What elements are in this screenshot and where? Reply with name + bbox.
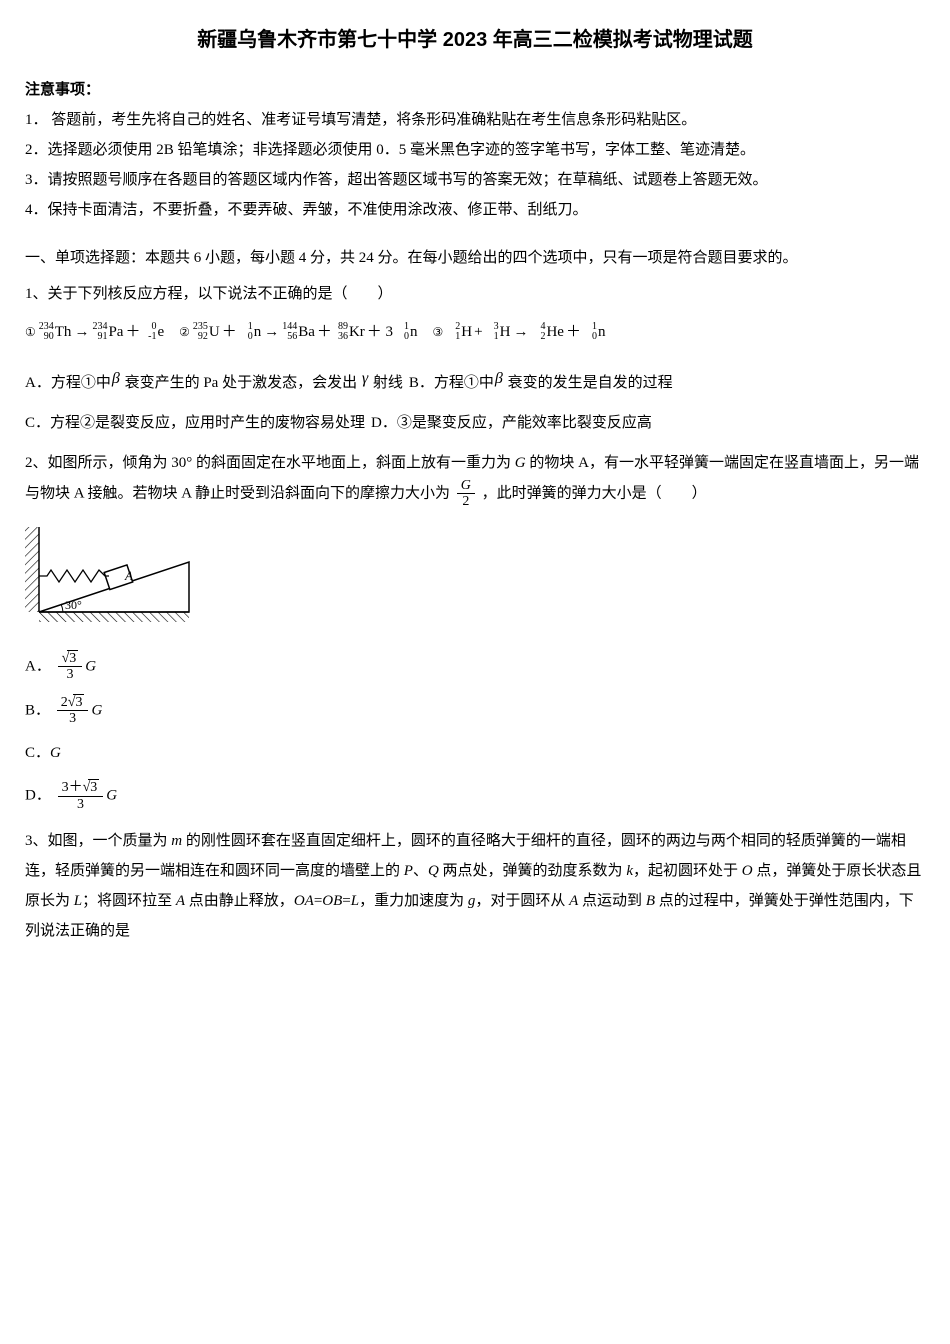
circled-num-icon: ① [25,320,36,344]
spring-icon [39,570,109,582]
q2-optA: A． 3 3 G [25,651,925,683]
q2-stem: 2、如图所示，倾角为 30° 的斜面固定在水平地面上，斜面上放有一重力为 G 的… [25,448,925,510]
notice-block: 注意事项： 1． 答题前，考生先将自己的姓名、准考证号填写清楚，将条形码准确粘贴… [25,75,925,225]
q1-optB: B．方程①中β 衰变的发生是自发的过程 [409,363,673,398]
q1-optC: C．方程②是裂变反应，应用时产生的废物容易处理 [25,408,365,438]
angle-arc [61,604,63,612]
q2-diagram: 30° A [25,522,925,633]
q1-eq1: ① 23490Th → 23491Pa ＋ 0-1e [25,317,164,347]
ground-hatch [39,612,189,622]
notice-item: 1． 答题前，考生先将自己的姓名、准考证号填写清楚，将条形码准确粘贴在考生信息条… [25,105,925,135]
q2-optC: C．G [25,738,925,768]
angle-label: 30° [65,598,82,612]
q1-eq3: ③ 21H + 31H → 42He ＋ 10n [433,317,606,347]
q1-options-row2: C．方程②是裂变反应，应用时产生的废物容易处理 D．③是聚变反应，产能效率比裂变… [25,408,925,438]
q1: 1、关于下列核反应方程，以下说法不正确的是（ ） ① 23490Th → 234… [25,279,925,438]
circled-num-icon: ② [179,320,190,344]
q1-optA: A．方程①中β 衰变产生的 Pa 处于激发态，会发出 γ 射线 [25,363,403,398]
q1-optD: D．③是聚变反应，产能效率比裂变反应高 [371,408,652,438]
q1-eq2: ② 23592U ＋ 10n → 14456Ba ＋ 8936Kr ＋ 3 10… [179,317,417,347]
fraction: G 2 [457,478,475,510]
notice-item: 2．选择题必须使用 2B 铅笔填涂；非选择题必须使用 0．5 毫米黑色字迹的签字… [25,135,925,165]
circled-num-icon: ③ [433,320,444,344]
q1-options-row1: A．方程①中β 衰变产生的 Pa 处于激发态，会发出 γ 射线 B．方程①中β … [25,363,925,398]
wall-hatch [25,527,39,612]
section1-header: 一、单项选择题：本题共 6 小题，每小题 4 分，共 24 分。在每小题给出的四… [25,243,925,273]
q2-optD: D． 3＋3 3 G [25,780,925,812]
q1-stem: 1、关于下列核反应方程，以下说法不正确的是（ ） [25,279,925,309]
page-title: 新疆乌鲁木齐市第七十中学 2023 年高三二检模拟考试物理试题 [25,20,925,60]
block-a-label: A [124,568,133,583]
q2-optB: B． 23 3 G [25,695,925,727]
notice-item: 4．保持卡面清洁，不要折叠，不要弄破、弄皱，不准使用涂改液、修正带、刮纸刀。 [25,195,925,225]
q2: 2、如图所示，倾角为 30° 的斜面固定在水平地面上，斜面上放有一重力为 G 的… [25,448,925,812]
notice-header: 注意事项： [25,75,925,105]
notice-item: 3．请按照题号顺序在各题目的答题区域内作答，超出答题区域书写的答案无效；在草稿纸… [25,165,925,195]
q1-equations: ① 23490Th → 23491Pa ＋ 0-1e ② 23592U ＋ 10… [25,317,925,347]
q3: 3、如图，一个质量为 m 的刚性圆环套在竖直固定细杆上，圆环的直径略大于细杆的直… [25,826,925,946]
